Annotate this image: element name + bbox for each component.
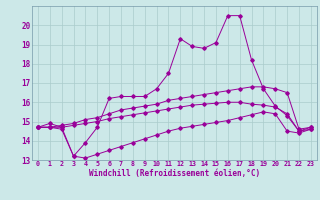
X-axis label: Windchill (Refroidissement éolien,°C): Windchill (Refroidissement éolien,°C) [89, 169, 260, 178]
